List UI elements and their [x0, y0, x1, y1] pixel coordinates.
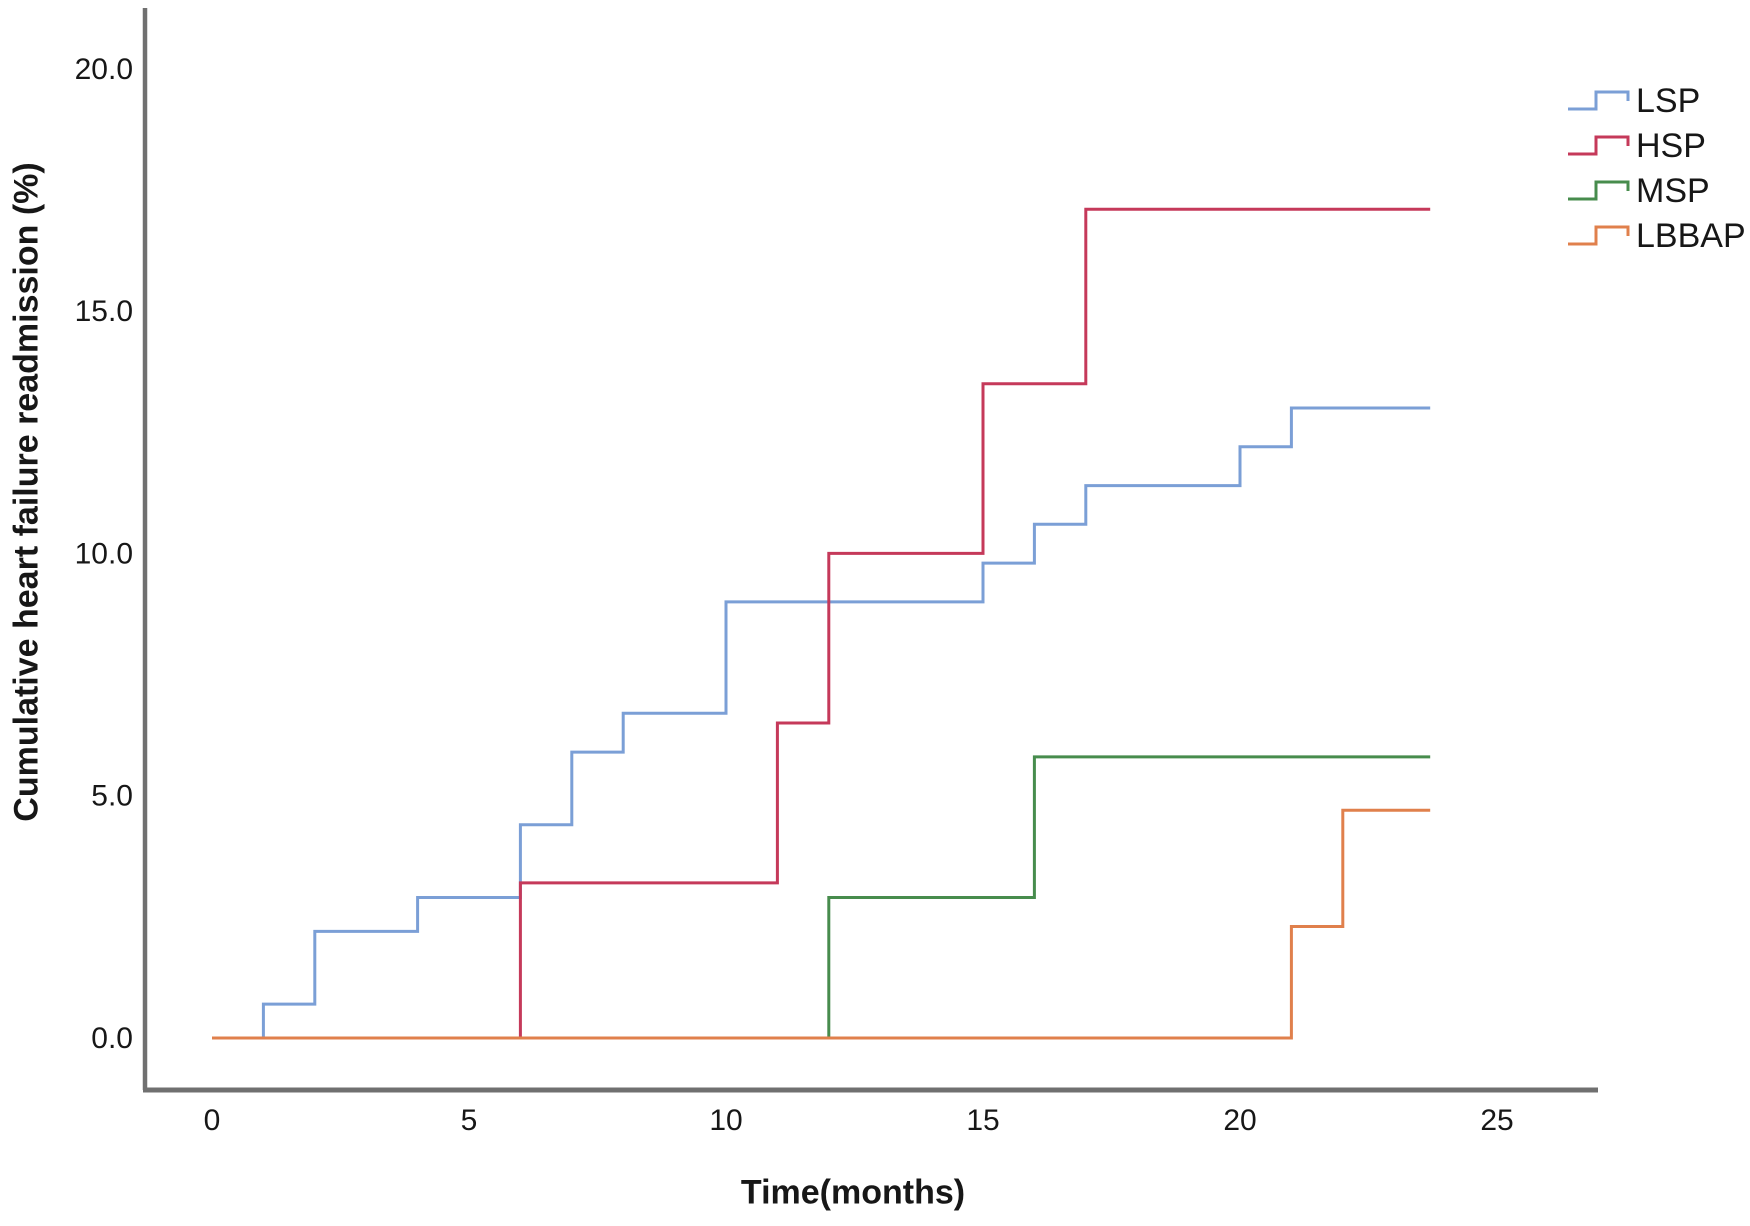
legend-label: MSP: [1636, 172, 1710, 210]
legend-label: LBBAP: [1636, 217, 1746, 255]
x-axis-title: Time(months): [740, 1173, 966, 1212]
legend-item-lbbap: LBBAP: [1568, 217, 1746, 255]
series-line-lsp: [212, 406, 1431, 1040]
legend-item-lsp: LSP: [1568, 82, 1700, 120]
x-tick-label: 10: [709, 1104, 742, 1137]
x-tick-label: 20: [1223, 1104, 1256, 1137]
y-tick-label: 5.0: [91, 780, 133, 813]
x-tick-label: 5: [461, 1104, 478, 1137]
y-tick-label: 10.0: [75, 537, 133, 570]
legend-item-hsp: HSP: [1568, 127, 1706, 165]
legend-step-symbol: [1568, 180, 1630, 201]
series-line-lbbap: [212, 808, 1431, 1040]
series-line-hsp: [212, 207, 1431, 1040]
x-tick-label: 15: [966, 1104, 999, 1137]
legend-item-msp: MSP: [1568, 172, 1710, 210]
legend-label: LSP: [1636, 82, 1700, 120]
y-axis-title: Cumulative heart failure readmission (%): [7, 162, 46, 822]
x-tick-label: 0: [204, 1104, 221, 1137]
legend-step-symbol: [1568, 90, 1630, 111]
y-tick-label: 20.0: [75, 53, 133, 86]
legend-step-symbol: [1568, 135, 1630, 156]
x-tick-label: 25: [1480, 1104, 1513, 1137]
series-line-msp: [212, 755, 1431, 1040]
legend-step-symbol: [1568, 225, 1630, 246]
legend-label: HSP: [1636, 127, 1706, 165]
y-tick-label: 0.0: [91, 1022, 133, 1055]
y-tick-label: 15.0: [75, 295, 133, 328]
